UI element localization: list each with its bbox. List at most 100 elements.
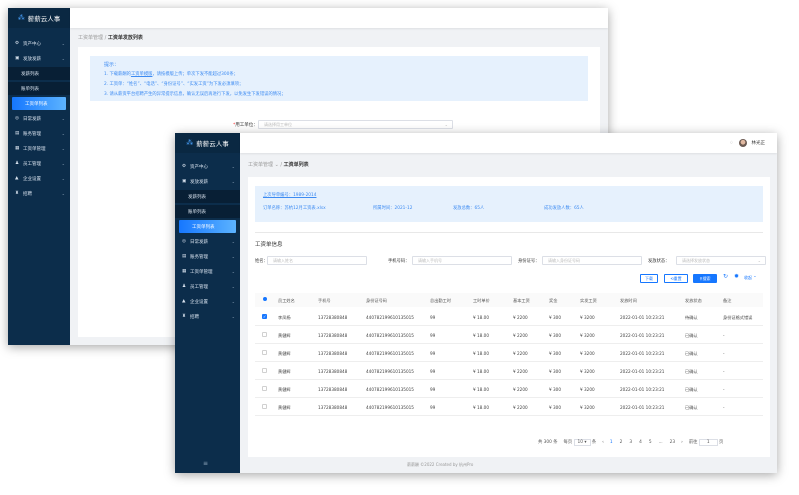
month: 所属时间：2021-12	[373, 206, 413, 211]
filter-input-0[interactable]: 请输入姓名	[267, 256, 367, 265]
chevron-down-icon: ⌄	[61, 116, 65, 121]
logo: ⁂ 薪薪云人事	[175, 133, 240, 153]
prev-page-icon[interactable]: ‹	[602, 439, 604, 445]
collapse-link[interactable]: 收起 ⌃	[744, 275, 757, 280]
page-2[interactable]: 2	[619, 439, 623, 445]
user-name[interactable]: 林光正	[751, 141, 766, 146]
refresh-icon[interactable]: ↻	[723, 273, 729, 280]
sidebar-item-2[interactable]: 发薪列表	[8, 67, 70, 80]
sidebar-item-2[interactable]: 发薪列表	[175, 190, 240, 203]
label-text: 用工单位：	[235, 123, 258, 128]
sidebar-item-4[interactable]: 工资单列表	[12, 97, 66, 110]
column-header: 身份证号码	[366, 298, 387, 303]
search-button[interactable]: ⚲ 搜索	[693, 274, 717, 283]
sidebar-item-7[interactable]: ▦ 工资单管理 ⌄	[8, 142, 70, 155]
content-card: 上次导单编号：1989-2014 订单名称：苏杭12月工资表.xlsx 所属时间…	[248, 177, 770, 457]
section-title: 工资单信息	[255, 242, 283, 248]
table-cell: 黄健辉	[278, 351, 291, 356]
sidebar-item-10[interactable]: ♜ 招聘 ⌄	[175, 310, 240, 323]
sidebar-item-0[interactable]: ⚙ 资产中心 ⌄	[8, 37, 70, 50]
row-checkbox[interactable]	[262, 404, 267, 409]
page-...[interactable]: ...	[658, 439, 663, 445]
row-checkbox[interactable]: ✓	[262, 314, 267, 319]
sidebar-item-0[interactable]: ⚙ 资产中心 ⌄	[175, 160, 240, 173]
chevron-down-icon: ⌄	[231, 269, 235, 274]
label: 收起	[744, 275, 752, 280]
table-cell: 已确认	[685, 387, 698, 392]
filter-input-1[interactable]: 请输入手机号	[412, 256, 512, 265]
success-count: 成功发放人数：65人	[544, 206, 584, 211]
employer-select[interactable]: 请选择用工单位 ⌄	[258, 120, 453, 129]
page-3[interactable]: 3	[629, 439, 633, 445]
row-divider	[255, 397, 763, 398]
row-checkbox[interactable]	[262, 350, 267, 355]
table-cell: 2022-01-01 10:23:21	[620, 333, 665, 338]
placeholder: 请输入姓名	[273, 258, 293, 263]
sidebar-item-9[interactable]: ▲ 企业设置 ⌄	[175, 295, 240, 308]
breadcrumb-parent[interactable]: 工资单管理	[78, 35, 104, 41]
table-cell: 440782199610135015	[366, 351, 414, 356]
table-cell: 99	[430, 387, 436, 392]
page-size-select[interactable]: 10 ▾	[573, 439, 591, 446]
row-checkbox[interactable]	[262, 386, 267, 391]
row-checkbox[interactable]	[262, 368, 267, 373]
sidebar-item-3[interactable]: 账单列表	[175, 205, 240, 218]
table-cell: ¥ 3200	[580, 315, 595, 320]
sidebar-item-label: 企业设置	[23, 176, 41, 182]
sidebar-item-5[interactable]: ◎ 日常发薪 ⌄	[175, 235, 240, 248]
table-cell: 黄健辉	[278, 333, 291, 338]
sidebar-item-1[interactable]: ▣ 发放发薪 ⌄	[175, 175, 240, 188]
filter-input-2[interactable]: 请输入身份证号码	[542, 256, 642, 265]
table-cell: ¥ 300	[549, 387, 561, 392]
chevron-down-icon: ⌄	[231, 254, 235, 259]
page-1[interactable]: 1	[609, 439, 613, 445]
reset-button[interactable]: ⟲ 重置	[664, 274, 688, 283]
filter-input-3[interactable]: 请选择发放状态 ⌄	[676, 256, 766, 265]
sidebar-item-6[interactable]: ▤ 账务管理 ⌄	[8, 127, 70, 140]
gear-icon[interactable]: ✹	[734, 273, 740, 280]
page-5[interactable]: 5	[648, 439, 652, 445]
sidebar-item-1[interactable]: ▣ 发放发薪 ⌄	[8, 52, 70, 65]
column-header: 奖金	[549, 298, 558, 303]
table-cell: 99	[430, 351, 436, 356]
bell-icon[interactable]: ♢	[729, 140, 734, 146]
sidebar-item-6[interactable]: ▤ 账务管理 ⌄	[175, 250, 240, 263]
page-23[interactable]: 23	[669, 439, 676, 445]
sidebar-item-4[interactable]: 工资单列表	[179, 220, 236, 233]
sidebar-item-3[interactable]: 账单列表	[8, 82, 70, 95]
next-page-icon[interactable]: ›	[681, 439, 683, 445]
table-cell: 2022-01-01 10:23:21	[620, 387, 665, 392]
table-cell: 身份证格式错误	[723, 315, 753, 320]
user-icon: ♟	[182, 284, 187, 289]
goto-input[interactable]: 1	[698, 439, 718, 446]
placeholder: 请输入身份证号码	[548, 258, 580, 263]
avatar[interactable]	[738, 139, 747, 147]
sidebar-item-5[interactable]: ◎ 日常发薪 ⌄	[8, 112, 70, 125]
row-checkbox[interactable]	[262, 332, 267, 337]
sidebar-item-8[interactable]: ♟ 员工管理 ⌄	[175, 280, 240, 293]
page-4[interactable]: 4	[639, 439, 642, 445]
table-cell: -	[723, 351, 725, 356]
breadcrumb-parent[interactable]: 工资单管理	[248, 162, 274, 168]
filter-label: 手机号码：	[388, 259, 410, 264]
label: 下载	[645, 275, 653, 281]
sidebar-item-9[interactable]: ▲ 企业设置 ⌄	[8, 172, 70, 185]
table-header	[255, 293, 763, 307]
table-cell: 已确认	[685, 333, 698, 338]
template-link[interactable]: 工资单模版	[130, 72, 153, 77]
table-cell: ¥ 2200	[513, 369, 528, 374]
chevron-down-icon: ⌄	[61, 146, 65, 151]
table-cell: ¥ 3200	[580, 351, 595, 356]
collapse-menu-icon[interactable]: ≡	[203, 460, 209, 467]
footer: 薪薪酬 ©2022 Created by 杭州Pro	[407, 462, 474, 467]
app-name: 薪薪云人事	[196, 140, 229, 148]
document-icon: ▦	[15, 146, 20, 151]
sidebar-item-10[interactable]: ♜ 招聘 ⌄	[8, 187, 70, 200]
download-button[interactable]: 下载	[640, 274, 658, 283]
table-cell: 李凤杨	[278, 315, 291, 320]
select-all-checkbox[interactable]	[263, 297, 267, 301]
sidebar-item-8[interactable]: ♟ 员工管理 ⌄	[8, 157, 70, 170]
sidebar-item-7[interactable]: ▦ 工资单管理 ⌄	[175, 265, 240, 278]
table-cell: -	[723, 387, 725, 392]
front-window: ⁂ 薪薪云人事 ≡ ⚙ 资产中心 ⌄ ▣ 发放发薪 ⌄ 发薪列表账单列表工资单列表 ◎ 日常发薪 ⌄…	[175, 133, 777, 473]
